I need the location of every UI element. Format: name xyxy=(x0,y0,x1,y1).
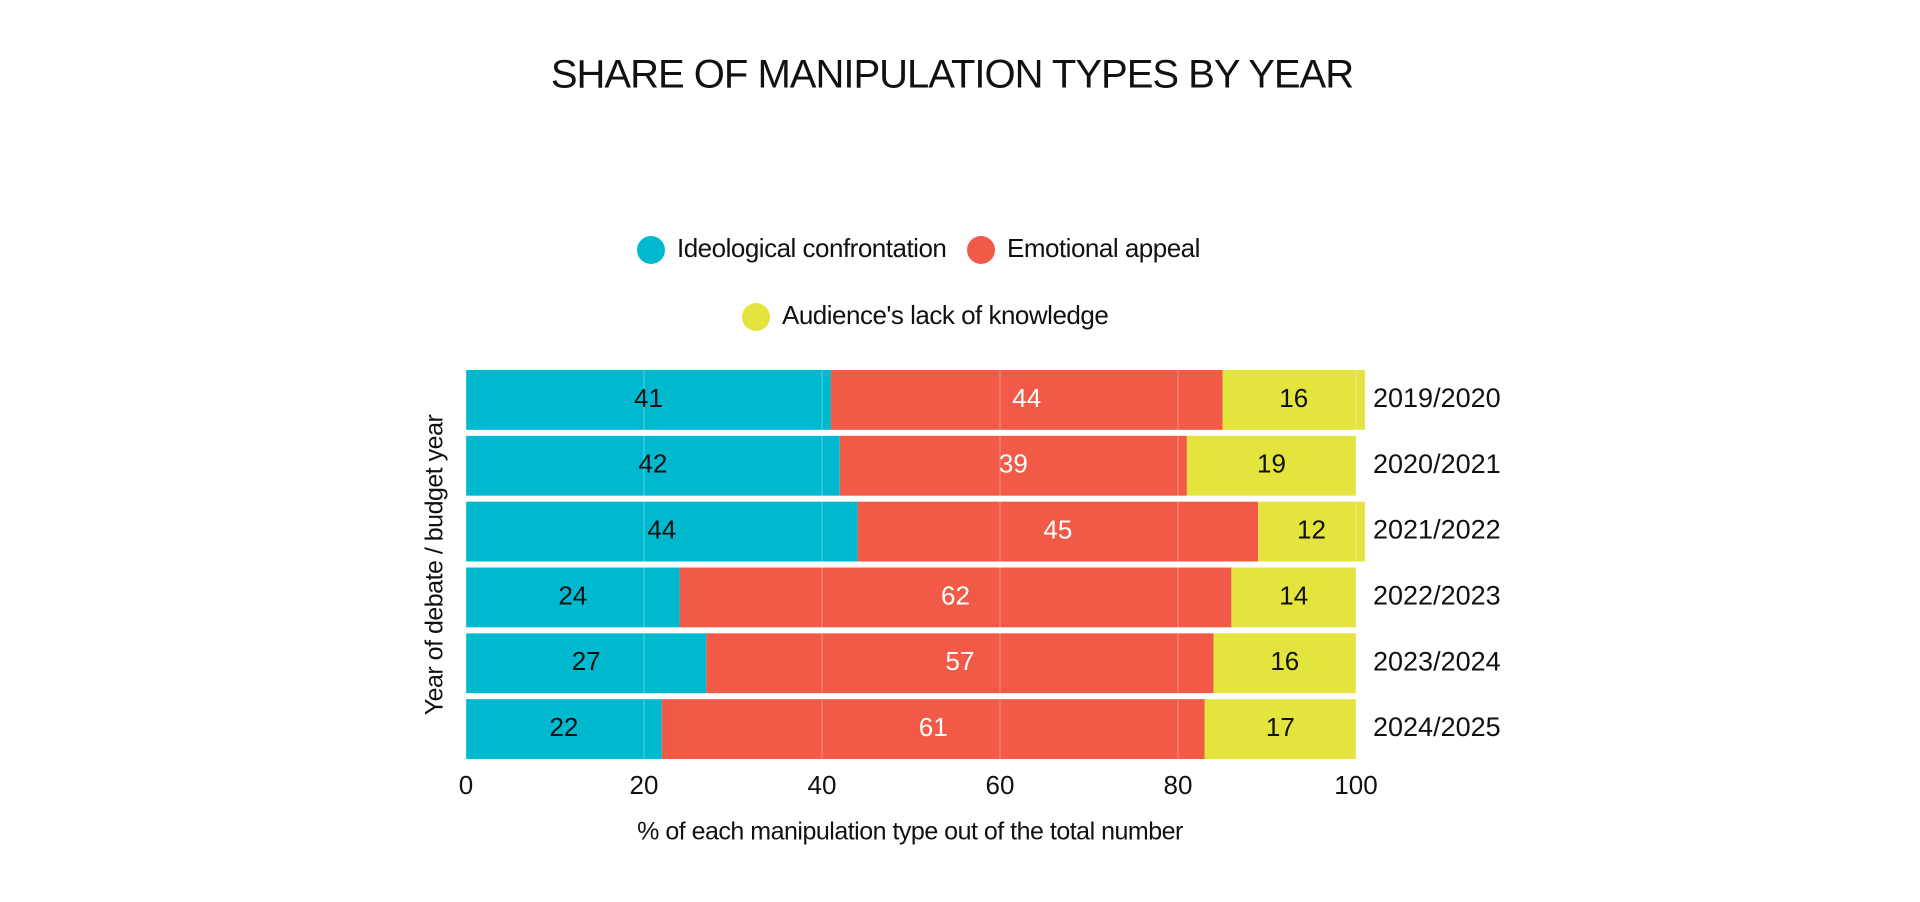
bar-segment xyxy=(679,567,1232,628)
bar-segment xyxy=(839,435,1187,496)
grid xyxy=(465,367,1357,762)
data-label: 44 xyxy=(647,514,676,544)
data-label: 44 xyxy=(1012,383,1041,413)
y-tick-label: 2022/2023 xyxy=(1373,581,1501,611)
data-label: 16 xyxy=(1279,383,1308,413)
legend-label: Emotional appeal xyxy=(1007,233,1200,263)
data-label: 19 xyxy=(1257,449,1286,479)
data-label: 16 xyxy=(1270,646,1299,676)
bar-segment xyxy=(706,633,1214,694)
bar-segment xyxy=(830,370,1223,430)
x-axis-label: % of each manipulation type out of the t… xyxy=(637,818,1183,846)
bars xyxy=(466,370,1365,759)
data-label: 39 xyxy=(999,449,1028,479)
x-tick-label: 100 xyxy=(1334,770,1377,800)
data-label: 61 xyxy=(919,712,948,742)
x-tick-label: 40 xyxy=(808,770,837,800)
legend-label: Audience's lack of knowledge xyxy=(782,300,1108,330)
labels: 2019/2020 41 44 16 2020/2021 42 39 19 2021/2022 4… xyxy=(549,383,1500,742)
data-label: 17 xyxy=(1266,712,1295,742)
chart-title: SHARE OF MANIPULATION TYPES BY YEAR xyxy=(551,53,1353,97)
legend-swatch xyxy=(967,236,995,264)
bar-segment xyxy=(466,435,840,496)
legend-swatch xyxy=(637,236,665,264)
y-tick-label: 2021/2022 xyxy=(1373,515,1501,545)
x-tick-label: 60 xyxy=(986,770,1015,800)
legend-label: Ideological confrontation xyxy=(677,233,946,263)
data-label: 27 xyxy=(572,646,601,676)
bar-segment xyxy=(661,699,1205,759)
bar-segment xyxy=(1186,435,1356,496)
bar-segment xyxy=(466,567,680,628)
data-label: 12 xyxy=(1297,514,1326,544)
y-tick-label: 2024/2025 xyxy=(1373,712,1501,742)
legend-swatch xyxy=(742,303,770,331)
data-label: 57 xyxy=(945,646,974,676)
bar-segment xyxy=(1258,501,1365,562)
data-label: 45 xyxy=(1043,514,1072,544)
x-tick-label: 0 xyxy=(459,770,473,800)
data-label: 42 xyxy=(638,449,667,479)
bar-segment xyxy=(466,370,831,430)
data-label: 24 xyxy=(558,580,587,610)
y-tick-label: 2020/2021 xyxy=(1373,449,1501,479)
bar-segment xyxy=(466,633,707,694)
y-tick-label: 2023/2024 xyxy=(1373,646,1501,676)
bar-segment xyxy=(857,501,1259,562)
bar-segment xyxy=(1204,699,1356,759)
data-label: 14 xyxy=(1279,580,1308,610)
bar-segment xyxy=(466,501,858,562)
y-axis-label: Year of debate / budget year xyxy=(421,415,449,716)
bar-segment xyxy=(1213,633,1356,694)
data-label: 62 xyxy=(941,580,970,610)
bar-segment xyxy=(1231,567,1356,628)
y-tick-label: 2019/2020 xyxy=(1373,383,1501,413)
data-label: 41 xyxy=(634,383,663,413)
x-tick-label: 20 xyxy=(630,770,659,800)
bar-segment xyxy=(1222,370,1365,430)
x-tick-label: 80 xyxy=(1164,770,1193,800)
data-label: 22 xyxy=(549,712,578,742)
bar-segment xyxy=(466,699,662,759)
